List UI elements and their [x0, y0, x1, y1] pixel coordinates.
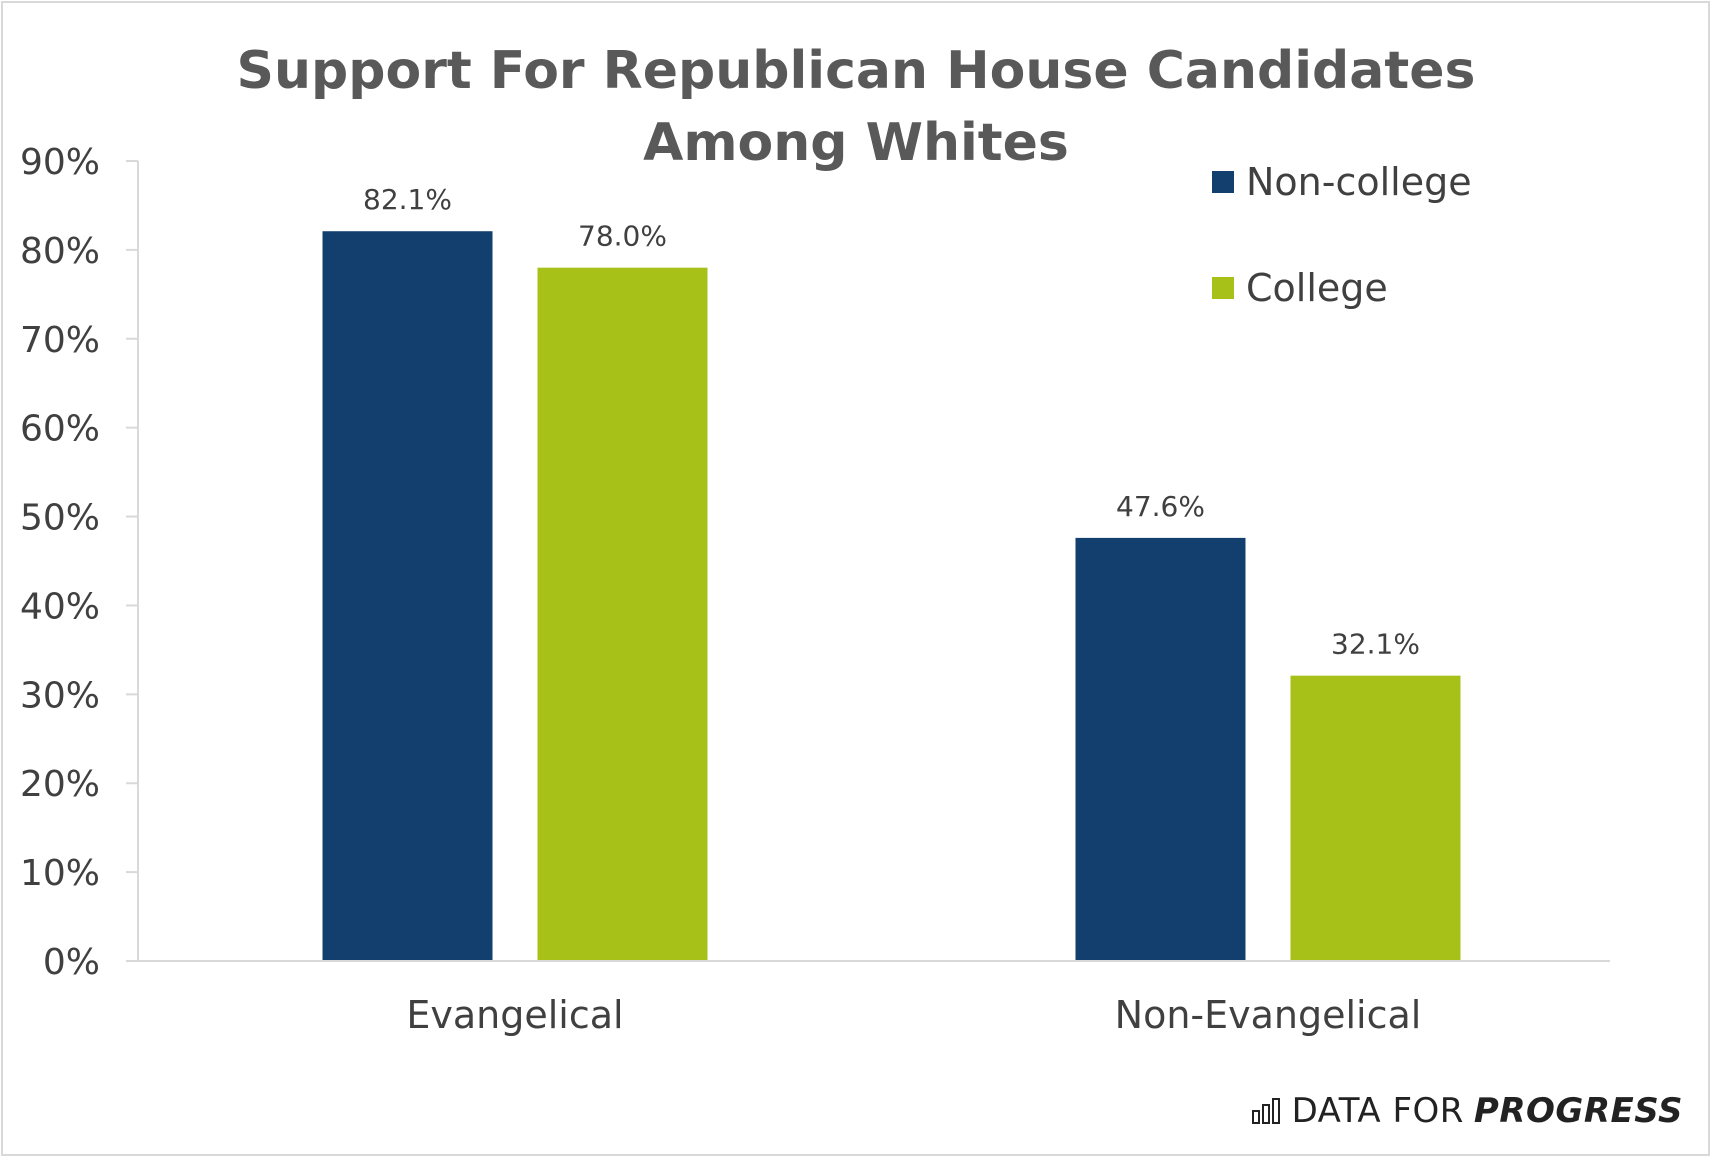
bar-college-evangelical	[537, 267, 708, 962]
chart-title: Support For Republican House Candidates …	[237, 41, 1476, 173]
legend: Non-college College	[1212, 160, 1472, 310]
data-label: 78.0%	[578, 220, 667, 253]
chart-title-line-1: Support For Republican House Candidates	[237, 41, 1476, 101]
data-labels: 82.1% 78.0% 47.6% 32.1%	[363, 183, 1420, 660]
data-label: 47.6%	[1116, 490, 1205, 523]
y-tick-label: 10%	[20, 853, 100, 894]
y-tick-label: 20%	[20, 764, 100, 805]
y-tick-label: 0%	[43, 942, 100, 983]
bars	[322, 231, 1461, 962]
brand-logo: DATA FOR PROGRESS	[1251, 1091, 1683, 1131]
y-axis: 0% 10% 20% 30% 40% 50% 60% 70% 80% 90%	[20, 142, 139, 983]
brand-prefix: DATA FOR	[1291, 1091, 1464, 1131]
chart-title-line-2: Among Whites	[643, 113, 1069, 173]
y-tick-label: 40%	[20, 586, 100, 627]
x-category-label: Non-Evangelical	[1115, 993, 1422, 1037]
legend-swatch	[1212, 171, 1234, 193]
data-label: 32.1%	[1331, 628, 1420, 661]
bar-non-college-non-evangelical	[1075, 537, 1246, 961]
y-tick-label: 30%	[20, 675, 100, 716]
y-tick-label: 50%	[20, 498, 100, 539]
y-tick-label: 60%	[20, 409, 100, 450]
legend-label: Non-college	[1246, 160, 1472, 204]
y-tick-label: 80%	[20, 231, 100, 272]
x-category-label: Evangelical	[406, 993, 623, 1037]
legend-swatch	[1212, 277, 1234, 299]
y-tick-label: 90%	[20, 142, 100, 183]
y-tick-label: 70%	[20, 320, 100, 361]
x-axis: Evangelical Non-Evangelical	[138, 960, 1610, 1037]
bar-non-college-evangelical	[322, 231, 493, 961]
bar-chart-icon	[1251, 1098, 1280, 1124]
brand-emphasis: PROGRESS	[1473, 1091, 1683, 1131]
legend-label: College	[1246, 266, 1388, 310]
bar-college-non-evangelical	[1290, 675, 1461, 961]
data-label: 82.1%	[363, 183, 452, 216]
